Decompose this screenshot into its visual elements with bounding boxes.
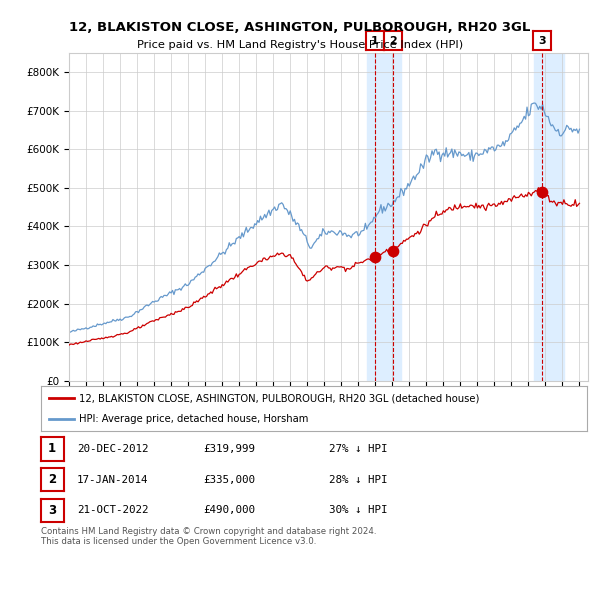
Text: Contains HM Land Registry data © Crown copyright and database right 2024.
This d: Contains HM Land Registry data © Crown c… <box>41 527 376 546</box>
Bar <box>533 53 564 381</box>
Text: 30% ↓ HPI: 30% ↓ HPI <box>329 506 388 515</box>
Text: 2: 2 <box>389 36 397 45</box>
Text: £335,000: £335,000 <box>203 475 255 484</box>
Text: 3: 3 <box>538 36 546 45</box>
Text: 2: 2 <box>48 473 56 486</box>
Point <box>388 247 398 256</box>
Text: £319,999: £319,999 <box>203 444 255 454</box>
Text: Price paid vs. HM Land Registry's House Price Index (HPI): Price paid vs. HM Land Registry's House … <box>137 40 463 50</box>
Point <box>537 187 547 196</box>
Point <box>370 253 380 262</box>
Text: 28% ↓ HPI: 28% ↓ HPI <box>329 475 388 484</box>
Text: 12, BLAKISTON CLOSE, ASHINGTON, PULBOROUGH, RH20 3GL: 12, BLAKISTON CLOSE, ASHINGTON, PULBOROU… <box>70 21 530 34</box>
Text: 3: 3 <box>48 504 56 517</box>
Text: 27% ↓ HPI: 27% ↓ HPI <box>329 444 388 454</box>
Text: 1: 1 <box>48 442 56 455</box>
Text: 21-OCT-2022: 21-OCT-2022 <box>77 506 148 515</box>
Bar <box>367 53 401 381</box>
Text: 12, BLAKISTON CLOSE, ASHINGTON, PULBOROUGH, RH20 3GL (detached house): 12, BLAKISTON CLOSE, ASHINGTON, PULBOROU… <box>79 394 479 404</box>
Text: £490,000: £490,000 <box>203 506 255 515</box>
Text: 17-JAN-2014: 17-JAN-2014 <box>77 475 148 484</box>
Text: HPI: Average price, detached house, Horsham: HPI: Average price, detached house, Hors… <box>79 414 308 424</box>
Text: 20-DEC-2012: 20-DEC-2012 <box>77 444 148 454</box>
Text: 1: 1 <box>371 36 379 45</box>
